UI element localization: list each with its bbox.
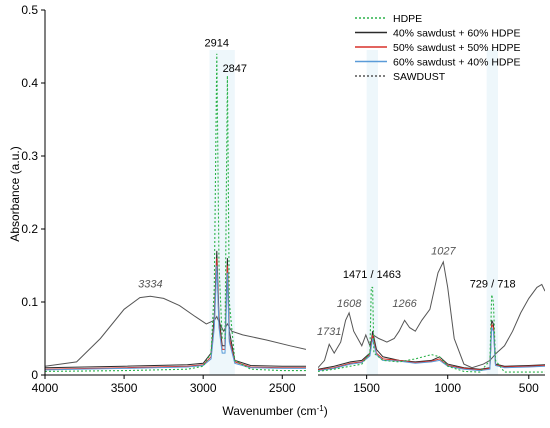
- x-axis-title: Wavenumber (cm-1): [222, 404, 327, 418]
- y-axis-title: Absorbance (a.u.): [8, 146, 22, 241]
- x-tick-label: 3000: [190, 381, 217, 395]
- x-axis-title-main: Wavenumber (cm: [222, 404, 316, 418]
- series-line-50-sawdust-50-hdpe: [318, 323, 545, 371]
- series-line-hdpe: [318, 286, 545, 373]
- legend-label: SAWDUST: [393, 71, 446, 83]
- peak-annotation: 3334: [138, 278, 162, 290]
- legend-label: 40% sawdust + 60% HDPE: [393, 28, 521, 40]
- peak-annotation: 1027: [431, 246, 456, 258]
- series-line-sawdust: [318, 260, 545, 369]
- peak-annotation: 1731: [317, 326, 341, 338]
- y-tick-label: 0.5: [21, 3, 38, 17]
- peak-annotation: 1266: [392, 298, 417, 310]
- peak-highlight-band: [486, 50, 498, 375]
- plot-area: [45, 50, 545, 375]
- series-line-50-sawdust-50-hdpe: [45, 258, 306, 370]
- peak-highlight-band: [366, 50, 378, 375]
- legend-label: HDPE: [393, 13, 422, 25]
- peak-annotation: 1608: [337, 298, 362, 310]
- y-tick-label: 0: [31, 368, 38, 382]
- annotations: 2914 2847 3334 1471 / 1463 1027 1608 1266 1731 7…: [138, 38, 515, 338]
- y-tick-label: 0.1: [21, 295, 38, 309]
- series-line-40-sawdust-60-hdpe: [45, 250, 306, 369]
- y-tick-label: 0.2: [21, 222, 38, 236]
- series-line-60-sawdust-40-hdpe: [318, 327, 545, 372]
- series-line-sawdust: [45, 295, 306, 367]
- peak-annotation: 729 / 718: [470, 278, 516, 290]
- x-axis-title-sup: -1: [317, 404, 325, 413]
- x-tick-label: 1000: [434, 381, 461, 395]
- x-axis-title-end: ): [324, 404, 328, 418]
- x-tick-label: 2500: [269, 381, 296, 395]
- peak-annotation: 1471 / 1463: [343, 269, 401, 281]
- x-tick-label: 1500: [353, 381, 380, 395]
- y-tick-label: 0.4: [21, 76, 38, 90]
- x-tick-label: 500: [519, 381, 539, 395]
- legend: HDPE 40% sawdust + 60% HDPE 50% sawdust + …: [355, 13, 521, 83]
- x-tick-label: 3500: [111, 381, 138, 395]
- legend-label: 50% sawdust + 50% HDPE: [393, 42, 521, 54]
- peak-annotation: 2914: [205, 38, 229, 50]
- x-tick-label: 4000: [32, 381, 59, 395]
- y-tick-label: 0.3: [21, 149, 38, 163]
- series-line-hdpe: [45, 53, 306, 372]
- axes: 0 0.1 0.2 0.3 0.4 0.5 4000 3500 3000 2500 1500 1000…: [21, 3, 545, 395]
- series-line-60-sawdust-40-hdpe: [45, 265, 306, 371]
- legend-label: 60% sawdust + 40% HDPE: [393, 57, 521, 69]
- peak-annotation: 2847: [223, 63, 247, 75]
